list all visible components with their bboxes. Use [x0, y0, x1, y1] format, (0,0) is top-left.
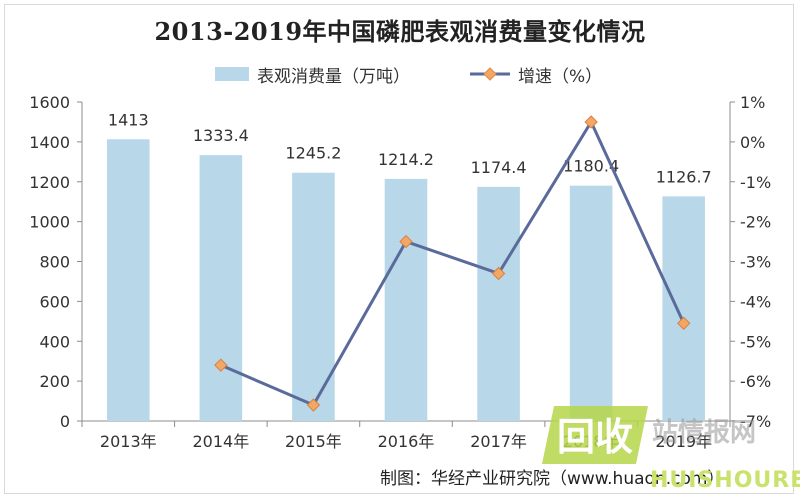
y-left-tick-label: 1200 [29, 173, 70, 192]
bar-data-label: 1413 [108, 110, 149, 129]
legend-item-bar: 表观消费量（万吨） [215, 62, 410, 87]
y-left-tick-label: 600 [39, 292, 70, 311]
legend-line-swatch [470, 67, 510, 81]
credit-text: 制图：华经产业研究院（www.huaon.com） [380, 469, 725, 489]
legend: 表观消费量（万吨） 增速（%） [0, 62, 800, 87]
growth-line [220, 120, 686, 407]
legend-bar-label: 表观消费量（万吨） [257, 66, 410, 87]
x-tick-label: 2014年 [192, 432, 249, 451]
y-left-tick-label: 200 [39, 372, 70, 391]
bar [569, 185, 613, 421]
bar [106, 139, 150, 421]
y-left-tick-label: 1000 [29, 213, 70, 232]
y-right-tick-label: 0% [740, 133, 765, 152]
watermark-logo-icon: 回收 [542, 406, 648, 464]
growth-point [306, 398, 321, 412]
y-right-tick-label: -6% [740, 372, 771, 391]
y-right-tick-label: -5% [740, 332, 771, 351]
bar-data-label: 1126.7 [656, 167, 712, 186]
y-right-tick-label: -2% [740, 213, 771, 232]
y-left-tick-label: 400 [39, 332, 70, 351]
legend-bar-swatch [215, 67, 249, 81]
bar [384, 178, 428, 421]
y-left-tick-label: 0 [60, 412, 70, 431]
x-tick-label: 2015年 [285, 432, 342, 451]
bar [292, 172, 335, 421]
y-right-tick-label: -1% [740, 173, 771, 192]
y-right-tick-label: -7% [740, 412, 771, 431]
bar-data-label: 1174.4 [471, 158, 527, 177]
bar-data-label: 1214.2 [378, 150, 434, 169]
y-right-tick-label: -4% [740, 292, 771, 311]
growth-point [677, 316, 691, 331]
legend-item-line: 增速（%） [470, 62, 603, 87]
bar [199, 155, 243, 421]
y-left-tick-label: 1400 [29, 133, 70, 152]
bar-data-label: 1333.4 [193, 126, 249, 145]
growth-point [584, 115, 598, 129]
growth-point [399, 234, 413, 249]
x-tick-label: 2013年 [100, 432, 157, 451]
y-right-tick-label: 1% [740, 93, 765, 112]
watermark-sub: HUISHOUREN [650, 468, 800, 493]
legend-line-label: 增速（%） [518, 66, 603, 87]
bar [662, 196, 706, 421]
y-left-tick-label: 1600 [29, 93, 70, 112]
chart-title: 2013-2019年中国磷肥表观消费量变化情况 [154, 17, 646, 46]
bar-data-label: 1180.4 [563, 157, 619, 176]
x-tick-label: 2017年 [470, 432, 527, 451]
x-tick-label: 2016年 [378, 432, 435, 451]
bar-data-label: 1245.2 [285, 144, 341, 163]
bar [477, 186, 520, 421]
watermark-logo-text: 回收 [557, 415, 633, 459]
y-left-tick-label: 800 [39, 253, 70, 272]
growth-point [214, 358, 228, 372]
growth-point [491, 266, 506, 281]
y-right-tick-label: -3% [740, 253, 771, 272]
x-tick-label: 2019年 [655, 432, 712, 451]
watermark-text: 站情报网 [652, 418, 757, 448]
